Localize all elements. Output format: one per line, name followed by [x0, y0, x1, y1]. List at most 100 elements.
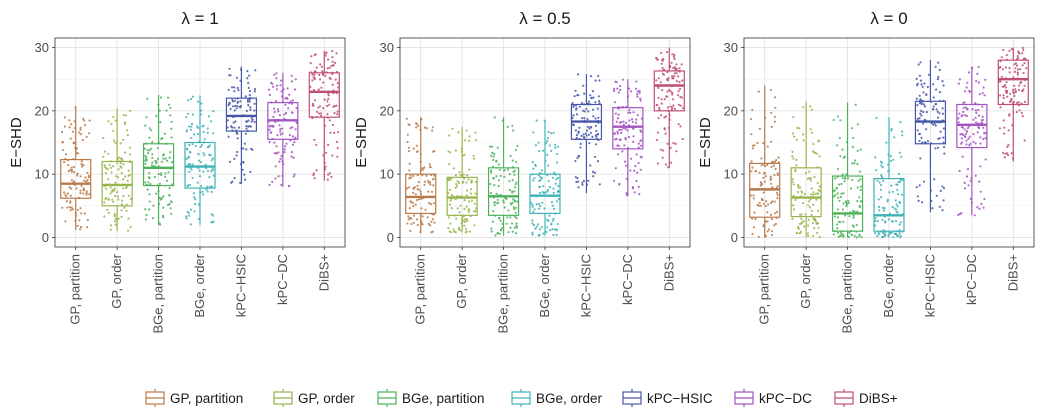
jitter-point — [493, 152, 496, 156]
jitter-point — [590, 96, 593, 99]
jitter-point — [874, 156, 877, 159]
jitter-point — [431, 218, 434, 221]
jitter-point — [941, 112, 945, 115]
jitter-point — [124, 175, 127, 178]
jitter-point — [323, 71, 326, 74]
jitter-point — [577, 180, 580, 183]
jitter-point — [571, 101, 574, 105]
jitter-point — [80, 225, 83, 229]
jitter-point — [539, 205, 542, 208]
jitter-point — [889, 159, 893, 163]
jitter-point — [320, 86, 323, 89]
jitter-point — [505, 222, 508, 225]
jitter-point — [467, 208, 470, 211]
jitter-point — [666, 142, 669, 145]
jitter-point — [421, 215, 424, 218]
jitter-point — [773, 160, 777, 163]
jitter-point — [574, 89, 577, 92]
jitter-point — [245, 109, 248, 112]
jitter-point — [473, 157, 476, 160]
jitter-point — [587, 110, 590, 113]
jitter-point — [969, 179, 973, 182]
jitter-point — [919, 61, 922, 64]
jitter-point — [615, 81, 618, 84]
jitter-point — [615, 120, 618, 123]
jitter-point — [125, 185, 128, 189]
jitter-point — [158, 182, 161, 185]
jitter-point — [233, 157, 236, 160]
jitter-point — [447, 227, 450, 230]
jitter-point — [253, 90, 256, 93]
y-tick-label: 20 — [724, 103, 738, 118]
jitter-point — [981, 92, 984, 95]
jitter-point — [672, 104, 675, 107]
jitter-point — [938, 112, 941, 115]
jitter-point — [959, 133, 962, 136]
jitter-point — [836, 216, 840, 219]
jitter-point — [118, 156, 121, 159]
jitter-point — [231, 129, 234, 132]
jitter-point — [79, 126, 82, 129]
jitter-point — [199, 191, 202, 194]
jitter-point — [493, 204, 496, 207]
jitter-point — [674, 142, 677, 145]
jitter-point — [980, 119, 983, 122]
jitter-point — [577, 130, 580, 133]
jitter-point — [927, 73, 931, 76]
jitter-point — [199, 113, 202, 116]
jitter-point — [622, 127, 625, 130]
jitter-point — [918, 94, 921, 97]
jitter-point — [839, 230, 842, 233]
jitter-point — [1014, 67, 1017, 70]
jitter-point — [334, 61, 337, 65]
panel-border — [743, 37, 1035, 248]
jitter-point — [531, 173, 534, 176]
jitter-point — [595, 129, 598, 133]
jitter-point — [419, 160, 422, 163]
jitter-point — [112, 200, 115, 203]
jitter-point — [315, 115, 318, 119]
jitter-point — [890, 127, 893, 131]
jitter-point — [114, 181, 117, 184]
jitter-point — [513, 190, 516, 193]
jitter-point — [1021, 52, 1024, 55]
jitter-point — [105, 196, 108, 199]
jitter-point — [498, 232, 501, 235]
jitter-point — [491, 220, 494, 223]
jitter-point — [976, 206, 979, 209]
jitter-point — [970, 177, 973, 180]
jitter-point — [838, 136, 842, 140]
jitter-point — [412, 174, 415, 177]
jitter-point — [75, 151, 78, 155]
jitter-point — [974, 121, 978, 124]
jitter-point — [326, 104, 329, 108]
jitter-point — [167, 171, 170, 174]
jitter-point — [80, 212, 83, 215]
jitter-point — [1009, 100, 1012, 103]
jitter-point — [835, 187, 838, 190]
jitter-point — [613, 89, 616, 92]
jitter-point — [114, 119, 117, 122]
jitter-point — [154, 159, 157, 163]
jitter-point — [494, 214, 497, 217]
jitter-point — [72, 180, 75, 183]
jitter-point — [585, 134, 588, 137]
jitter-point — [635, 118, 638, 121]
jitter-point — [245, 125, 248, 128]
jitter-point — [161, 166, 164, 169]
jitter-point — [921, 85, 924, 88]
jitter-point — [884, 220, 887, 223]
jitter-point — [591, 90, 595, 93]
jitter-point — [860, 236, 863, 239]
jitter-point — [818, 139, 821, 142]
jitter-point — [331, 154, 334, 157]
jitter-point — [774, 106, 777, 109]
jitter-point — [632, 140, 635, 143]
jitter-point — [584, 132, 587, 135]
jitter-point — [976, 131, 979, 134]
jitter-point — [281, 95, 284, 98]
jitter-point — [148, 208, 151, 211]
jitter-point — [122, 187, 125, 190]
jitter-point — [833, 189, 836, 192]
jitter-point — [969, 142, 972, 145]
